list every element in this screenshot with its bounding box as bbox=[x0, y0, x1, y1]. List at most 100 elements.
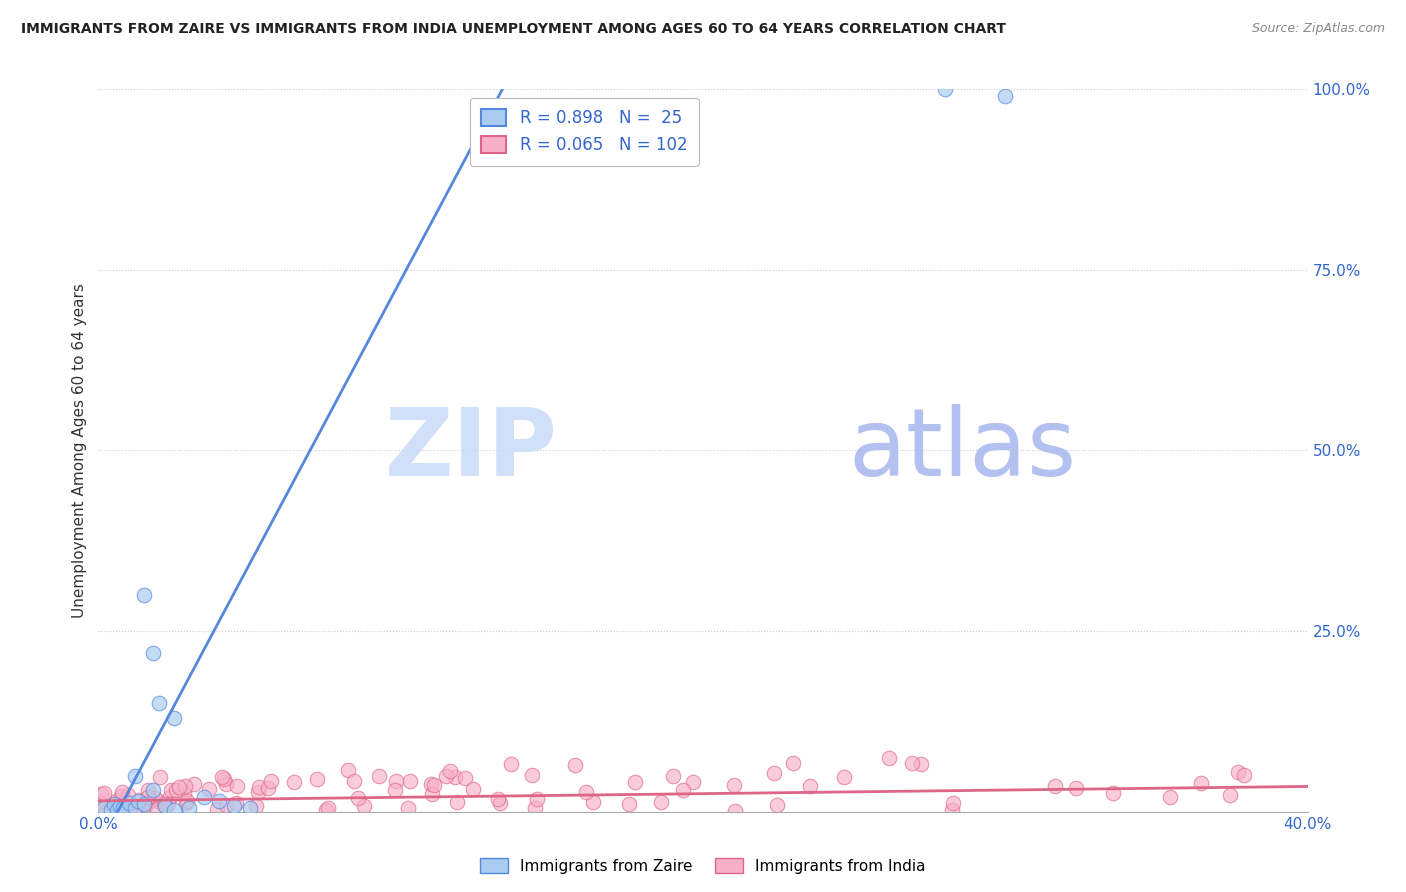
Point bbox=[142, 783, 165, 797]
Point bbox=[143, 791, 166, 805]
Point bbox=[1219, 788, 1241, 802]
Point bbox=[396, 801, 419, 815]
Point bbox=[384, 783, 406, 797]
Point bbox=[941, 803, 963, 817]
Point bbox=[315, 803, 337, 817]
Text: atlas: atlas bbox=[848, 404, 1077, 497]
Point bbox=[316, 801, 339, 815]
Point bbox=[575, 784, 598, 798]
Point bbox=[283, 775, 305, 789]
Point bbox=[132, 588, 155, 602]
Point bbox=[765, 798, 787, 813]
Point bbox=[148, 794, 170, 808]
Point bbox=[347, 791, 370, 805]
Point bbox=[163, 711, 186, 725]
Point bbox=[1101, 786, 1123, 800]
Point bbox=[423, 777, 446, 791]
Point bbox=[723, 778, 745, 792]
Point bbox=[153, 797, 176, 812]
Point bbox=[877, 751, 900, 765]
Point bbox=[108, 799, 131, 814]
Point bbox=[499, 757, 522, 772]
Point bbox=[142, 646, 165, 660]
Point bbox=[1227, 765, 1250, 780]
Point bbox=[117, 799, 139, 814]
Point bbox=[763, 766, 786, 780]
Text: ZIP: ZIP bbox=[385, 404, 558, 497]
Point bbox=[173, 780, 195, 794]
Point bbox=[173, 786, 195, 800]
Point bbox=[197, 782, 219, 797]
Point bbox=[1043, 779, 1066, 793]
Y-axis label: Unemployment Among Ages 60 to 64 years: Unemployment Among Ages 60 to 64 years bbox=[72, 283, 87, 618]
Point bbox=[117, 789, 139, 803]
Point bbox=[153, 799, 176, 814]
Point bbox=[105, 803, 128, 817]
Point bbox=[159, 790, 181, 805]
Point bbox=[461, 782, 484, 797]
Point bbox=[434, 769, 457, 783]
Point bbox=[163, 803, 186, 817]
Point bbox=[672, 782, 695, 797]
Point bbox=[650, 795, 672, 809]
Point bbox=[523, 801, 546, 815]
Point bbox=[105, 794, 128, 808]
Point bbox=[225, 780, 247, 794]
Point bbox=[124, 769, 146, 783]
Point bbox=[205, 802, 228, 816]
Point bbox=[910, 757, 932, 772]
Point bbox=[256, 780, 278, 795]
Point bbox=[128, 793, 150, 807]
Point bbox=[93, 786, 115, 800]
Point bbox=[1189, 776, 1212, 790]
Point bbox=[368, 769, 391, 783]
Point bbox=[118, 796, 141, 810]
Point bbox=[176, 794, 198, 808]
Point bbox=[624, 775, 647, 789]
Point bbox=[934, 82, 956, 96]
Point bbox=[183, 777, 205, 791]
Point bbox=[832, 770, 855, 784]
Point bbox=[100, 803, 122, 817]
Point bbox=[305, 772, 328, 786]
Point bbox=[90, 787, 112, 801]
Point bbox=[520, 767, 543, 781]
Point bbox=[167, 780, 190, 794]
Point bbox=[1233, 768, 1256, 782]
Point bbox=[211, 771, 233, 785]
Point bbox=[121, 801, 143, 815]
Point bbox=[343, 773, 366, 788]
Point bbox=[337, 763, 360, 777]
Point bbox=[120, 800, 142, 814]
Point bbox=[385, 773, 408, 788]
Point bbox=[148, 696, 170, 710]
Point bbox=[246, 785, 269, 799]
Point bbox=[444, 770, 467, 784]
Legend: R = 0.898   N =  25, R = 0.065   N = 102: R = 0.898 N = 25, R = 0.065 N = 102 bbox=[470, 97, 699, 166]
Point bbox=[111, 801, 134, 815]
Point bbox=[1159, 789, 1181, 804]
Point bbox=[724, 804, 747, 818]
Point bbox=[174, 796, 197, 810]
Point bbox=[132, 797, 155, 812]
Point bbox=[239, 801, 262, 815]
Point bbox=[225, 797, 247, 811]
Point bbox=[93, 801, 115, 815]
Point bbox=[454, 771, 477, 785]
Point bbox=[134, 797, 156, 812]
Point bbox=[132, 803, 155, 817]
Point bbox=[942, 796, 965, 810]
Point bbox=[146, 802, 169, 816]
Point bbox=[214, 798, 236, 813]
Point bbox=[111, 785, 134, 799]
Point bbox=[87, 795, 110, 809]
Point bbox=[208, 794, 231, 808]
Point bbox=[89, 802, 111, 816]
Point bbox=[994, 89, 1017, 103]
Point bbox=[1064, 781, 1087, 796]
Text: Source: ZipAtlas.com: Source: ZipAtlas.com bbox=[1251, 22, 1385, 36]
Point bbox=[136, 796, 159, 810]
Point bbox=[110, 789, 132, 803]
Point bbox=[260, 774, 283, 789]
Point bbox=[159, 783, 181, 797]
